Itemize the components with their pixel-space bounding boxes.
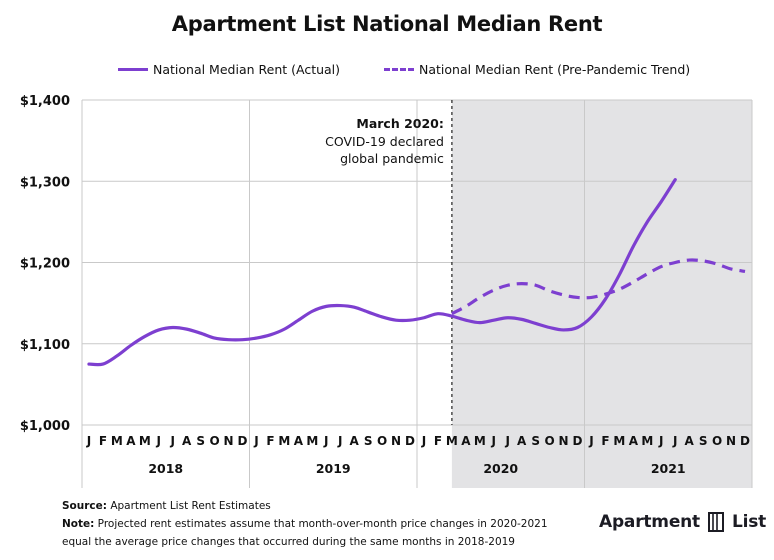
- x-tick-label: M: [278, 434, 290, 448]
- x-tick-label: O: [210, 434, 220, 448]
- x-tick-label: A: [461, 434, 471, 448]
- x-tick-label: A: [517, 434, 527, 448]
- note-text-1: Projected rent estimates assume that mon…: [94, 518, 548, 530]
- x-tick-label: D: [405, 434, 415, 448]
- x-tick-label: O: [377, 434, 387, 448]
- annotation-title: March 2020:: [356, 116, 444, 131]
- x-tick-label: S: [699, 434, 708, 448]
- x-tick-label: J: [337, 434, 342, 448]
- x-tick-label: A: [294, 434, 304, 448]
- series-line-actual: [87, 178, 677, 367]
- note-label: Note:: [62, 518, 95, 530]
- x-tick-label: D: [238, 434, 248, 448]
- x-tick-label: J: [323, 434, 328, 448]
- x-tick-label: N: [391, 434, 401, 448]
- series-line-trend: [451, 258, 746, 316]
- legend: National Median Rent (Actual) National M…: [0, 62, 774, 82]
- x-tick-label: J: [253, 434, 258, 448]
- x-tick-label: N: [559, 434, 569, 448]
- legend-swatch-solid: [118, 68, 148, 71]
- x-tick-label: F: [601, 434, 609, 448]
- x-tick-label: N: [726, 434, 736, 448]
- logo-text-left: Apartment: [599, 512, 700, 532]
- y-tick-label: $1,400: [20, 94, 70, 109]
- x-tick-label: S: [364, 434, 373, 448]
- annotation-line: global pandemic: [340, 151, 444, 166]
- x-tick-label: A: [685, 434, 695, 448]
- x-tick-label: J: [169, 434, 174, 448]
- y-tick-label: $1,300: [20, 175, 70, 190]
- chart-title: Apartment List National Median Rent: [171, 12, 603, 36]
- annotation-line: COVID-19 declared: [325, 134, 444, 149]
- x-tick-label: J: [672, 434, 677, 448]
- year-label: 2020: [483, 461, 518, 476]
- x-tick-label: M: [111, 434, 123, 448]
- apartment-list-logo: Apartment List: [599, 510, 766, 534]
- x-tick-label: J: [658, 434, 663, 448]
- legend-item-trend: National Median Rent (Pre-Pandemic Trend…: [384, 62, 690, 77]
- x-tick-label: F: [434, 434, 442, 448]
- x-tick-label: D: [740, 434, 750, 448]
- x-tick-label: J: [588, 434, 593, 448]
- note-line-2: equal the average price changes that occ…: [62, 536, 515, 548]
- x-tick-label: M: [641, 434, 653, 448]
- legend-swatch-dashed: [384, 68, 414, 71]
- legend-label-actual: National Median Rent (Actual): [153, 62, 341, 77]
- x-tick-label: S: [196, 434, 205, 448]
- x-tick-label: A: [126, 434, 136, 448]
- legend-item-actual: National Median Rent (Actual): [118, 62, 340, 77]
- y-tick-label: $1,100: [20, 338, 70, 353]
- x-tick-label: J: [86, 434, 91, 448]
- source-label: Source:: [62, 500, 107, 512]
- note-line-1: Note: Projected rent estimates assume th…: [62, 515, 548, 533]
- x-tick-label: O: [545, 434, 555, 448]
- x-tick-label: J: [504, 434, 509, 448]
- x-tick-label: M: [613, 434, 625, 448]
- year-label: 2021: [651, 461, 686, 476]
- footer: Source: Apartment List Rent Estimates No…: [62, 497, 548, 551]
- x-tick-label: S: [531, 434, 540, 448]
- logo-text-right: List: [731, 512, 767, 532]
- x-tick-label: J: [156, 434, 161, 448]
- x-tick-label: M: [306, 434, 318, 448]
- x-tick-label: J: [421, 434, 426, 448]
- x-tick-label: M: [139, 434, 151, 448]
- y-tick-label: $1,200: [20, 257, 70, 272]
- source-text: Apartment List Rent Estimates: [106, 500, 271, 512]
- logo-mark-icon: [707, 512, 724, 532]
- y-tick-label: $1,000: [20, 419, 70, 434]
- shaded-region: [451, 100, 752, 488]
- x-tick-label: A: [182, 434, 192, 448]
- x-tick-label: D: [573, 434, 583, 448]
- legend-label-trend: National Median Rent (Pre-Pandemic Trend…: [419, 62, 691, 77]
- source-line: Source: Apartment List Rent Estimates: [62, 497, 548, 515]
- x-tick-label: N: [224, 434, 234, 448]
- x-tick-label: A: [629, 434, 639, 448]
- year-label: 2018: [148, 461, 183, 476]
- x-tick-label: M: [446, 434, 458, 448]
- x-tick-label: M: [474, 434, 486, 448]
- x-tick-label: A: [350, 434, 360, 448]
- x-tick-label: F: [266, 434, 274, 448]
- x-tick-label: J: [491, 434, 496, 448]
- x-tick-label: F: [99, 434, 107, 448]
- year-label: 2019: [316, 461, 351, 476]
- x-tick-label: O: [712, 434, 722, 448]
